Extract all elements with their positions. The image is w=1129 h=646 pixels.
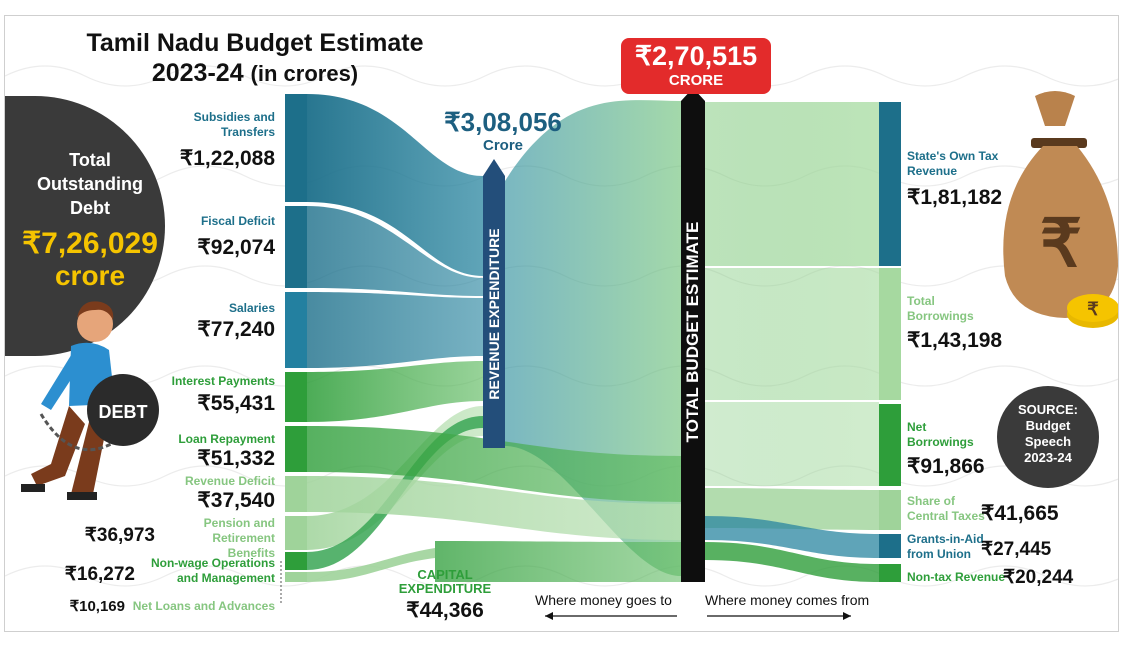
flow-subsidies [307,94,483,276]
source-badge: SOURCE: Budget Speech 2023-24 [997,386,1099,488]
flow-salaries [307,292,483,368]
flow-interest [307,361,483,422]
value-salaries: ₹77,240 [197,318,275,341]
label-loan-repayment: Loan Repayment [178,432,275,446]
node-nonwage [285,552,307,570]
label-nontax: Non-tax Revenue [907,570,1006,584]
flow-nontax [705,542,879,582]
revenue-expenditure-unit: Crore [482,137,523,154]
node-own-tax [879,102,901,266]
value-pension: ₹36,973 [84,525,155,546]
value-fiscal-deficit: ₹92,074 [197,236,275,259]
node-nontax [879,564,901,582]
node-grants [879,534,901,558]
node-interest [285,372,307,422]
node-total-borrowings [879,268,901,400]
value-nontax: ₹20,244 [1003,567,1074,588]
arrow-comes-from-head [843,612,851,620]
value-grants: ₹27,445 [981,539,1052,560]
value-total-borrowings: ₹1,43,198 [907,329,1003,352]
arrow-goes-to-head [545,612,553,620]
money-bag-symbol: ₹ [1040,206,1082,280]
node-netloans [285,572,307,582]
debt-value: ₹7,26,029 [22,227,158,260]
sankey-diagram [280,88,901,620]
infographic-frame: Tamil Nadu Budget Estimate 2023-24 (in c… [4,15,1119,632]
value-subsidies: ₹1,22,088 [179,147,275,170]
money-bag-illustration: ₹ ₹ [1003,91,1118,328]
capital-expenditure-value: ₹44,366 [406,599,484,622]
label-nonwage: Non-wage Operations and Management [150,556,275,585]
node-central-taxes [879,490,901,530]
title-year: 2023-24 [151,59,244,87]
value-central-taxes: ₹41,665 [981,502,1059,525]
flow-revenue-deficit [307,476,681,540]
total-budget-bar [681,88,705,582]
source-line1: SOURCE: [1018,402,1078,417]
flow-loan-repayment [307,426,681,502]
debt-man-illustration: DEBT [21,301,159,500]
label-own-tax: State's Own Tax Revenue [907,149,999,178]
label-interest: Interest Payments [171,374,275,388]
flow-own-tax [705,102,879,266]
title-line1: Tamil Nadu Budget Estimate [86,29,424,57]
page-title: Tamil Nadu Budget Estimate 2023-24 (in c… [5,28,505,89]
node-subsidies [285,94,307,202]
label-pension: Pension and Retirement Benefits [203,516,275,560]
where-money-goes: Where money goes to [535,592,672,608]
source-line4: 2023-24 [1024,450,1072,465]
label-central-taxes: Share of Central Taxes [907,494,985,523]
where-money-comes: Where money comes from [705,592,870,608]
total-budget-value: ₹2,70,515 [634,41,758,71]
value-net-borrowings: ₹91,866 [907,455,985,478]
label-net-borrowings: Net Borrowings [907,420,974,449]
label-total-borrowings: Total Borrowings [907,294,974,323]
flow-netloans [307,548,435,582]
source-line3: Speech [1024,434,1072,449]
value-loan-repayment: ₹51,332 [197,447,275,470]
label-netloans: Net Loans and Advances [132,599,275,613]
node-net-borrowings [879,404,901,486]
flow-capital [435,541,681,582]
label-revenue-deficit: Revenue Deficit [184,474,275,488]
debt-unit: crore [54,260,126,291]
value-revenue-deficit: ₹37,540 [197,489,275,512]
flow-grants [705,516,879,558]
coin-symbol: ₹ [1087,299,1099,319]
node-fiscal-deficit [285,206,307,288]
node-pension [285,516,307,550]
label-fiscal-deficit: Fiscal Deficit [200,214,275,228]
debt-label: Total Outstanding Debt [37,150,143,218]
total-budget-unit: CRORE [668,72,724,89]
total-budget-badge: ₹2,70,515 CRORE [621,38,771,94]
value-nonwage: ₹16,272 [64,564,135,585]
label-grants: Grants-in-Aid from Union [907,532,984,561]
revenue-expenditure-bar [483,159,505,448]
value-own-tax: ₹1,81,182 [907,186,1003,209]
revenue-expenditure-bar-label: REVENUE EXPENDITURE [486,228,502,400]
label-salaries: Salaries [228,301,275,315]
capital-expenditure-label: CAPITAL EXPENDITURE [398,567,492,596]
flow-net-borrowings [705,402,879,486]
title-unit: (in crores) [250,61,359,86]
total-budget-bar-label: TOTAL BUDGET ESTIMATE [683,221,702,443]
node-salaries [285,292,307,368]
revenue-expenditure-value: ₹3,08,056 [444,107,562,137]
debt-ball-text: DEBT [99,402,148,422]
value-interest: ₹55,431 [197,392,275,415]
source-line2: Budget [1025,418,1071,433]
label-subsidies: Subsidies and Transfers [193,110,275,139]
value-netloans: ₹10,169 [69,598,125,615]
node-revenue-deficit [285,476,307,512]
node-loan-repayment [285,426,307,472]
flow-fiscal-deficit [307,206,483,296]
flow-total-borrowings [705,268,879,400]
